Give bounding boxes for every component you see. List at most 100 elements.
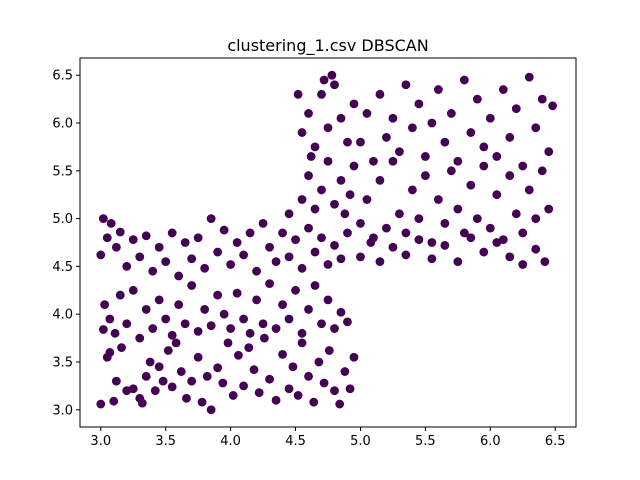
data-point: [335, 399, 345, 409]
data-point: [249, 365, 259, 375]
data-point: [375, 89, 385, 99]
data-point: [202, 371, 212, 381]
data-point: [317, 89, 326, 99]
data-point: [349, 161, 359, 171]
data-point: [145, 357, 155, 367]
x-tick-label: 4.5: [285, 434, 306, 449]
data-point: [427, 254, 437, 264]
data-point: [128, 235, 138, 245]
data-point: [304, 223, 313, 233]
data-point: [440, 137, 450, 147]
data-point: [382, 132, 391, 142]
data-point: [505, 252, 515, 262]
data-point: [427, 238, 437, 247]
data-point: [232, 238, 242, 247]
x-tick-label: 6.0: [480, 434, 501, 449]
data-point: [531, 244, 541, 254]
data-point: [433, 195, 443, 204]
data-point: [492, 238, 502, 247]
data-point: [244, 343, 254, 353]
data-point: [219, 225, 229, 235]
data-point: [271, 324, 281, 333]
data-point: [187, 376, 197, 386]
data-point: [356, 137, 365, 147]
data-point: [200, 305, 210, 314]
data-point: [187, 254, 197, 264]
x-tick-label: 5.5: [415, 434, 436, 449]
data-point: [154, 362, 164, 372]
data-point: [427, 118, 437, 128]
data-point: [304, 305, 313, 314]
data-point: [420, 171, 430, 180]
data-point: [375, 257, 385, 267]
data-point: [330, 80, 339, 90]
data-point: [213, 363, 223, 373]
data-point: [518, 161, 528, 171]
data-point: [498, 85, 508, 94]
data-point: [323, 123, 333, 133]
data-point: [330, 199, 339, 209]
data-point: [154, 295, 164, 305]
data-point: [180, 319, 190, 329]
data-point: [150, 386, 160, 396]
plot-frame: [79, 57, 577, 428]
data-point: [128, 384, 138, 394]
data-point: [128, 285, 138, 295]
data-point: [345, 190, 355, 200]
data-point: [537, 166, 547, 176]
data-point: [297, 328, 307, 338]
data-point: [440, 240, 450, 250]
data-point: [96, 399, 106, 409]
data-point: [213, 290, 223, 300]
data-point: [446, 166, 456, 176]
data-point: [466, 128, 476, 137]
data-point: [148, 266, 158, 276]
data-point: [472, 214, 482, 224]
data-point: [271, 395, 281, 405]
data-point: [310, 247, 320, 257]
data-point: [167, 330, 177, 340]
data-point: [306, 152, 316, 161]
data-point: [408, 185, 417, 195]
data-point: [226, 260, 236, 269]
data-point: [105, 314, 115, 324]
data-point: [245, 328, 255, 338]
data-point: [105, 348, 115, 357]
data-point: [466, 180, 476, 190]
data-point: [375, 175, 385, 185]
data-point: [110, 328, 120, 338]
data-point: [148, 324, 158, 333]
data-point: [102, 233, 112, 243]
data-point: [414, 99, 424, 109]
data-point: [323, 260, 333, 269]
data-point: [414, 214, 424, 224]
data-point: [171, 338, 181, 348]
data-point: [213, 247, 223, 257]
data-point: [319, 378, 329, 388]
data-point: [537, 94, 547, 104]
data-point: [310, 281, 320, 290]
data-point: [182, 393, 191, 403]
data-point: [511, 209, 521, 219]
data-point: [115, 227, 125, 237]
data-point: [531, 123, 541, 133]
data-point: [345, 384, 355, 394]
data-point: [252, 295, 261, 305]
data-point: [206, 214, 216, 224]
data-point: [356, 218, 365, 228]
data-point: [252, 266, 261, 276]
data-point: [141, 371, 151, 381]
data-point: [323, 295, 333, 305]
data-point: [278, 349, 287, 359]
data-point: [401, 80, 411, 90]
data-point: [176, 367, 186, 376]
data-point: [330, 386, 339, 396]
data-point: [388, 156, 398, 166]
data-point: [479, 247, 489, 257]
data-point: [135, 333, 145, 343]
data-point: [319, 75, 329, 85]
data-point: [362, 109, 372, 118]
data-point: [297, 195, 307, 204]
data-point: [265, 242, 274, 252]
data-point: [223, 338, 233, 348]
